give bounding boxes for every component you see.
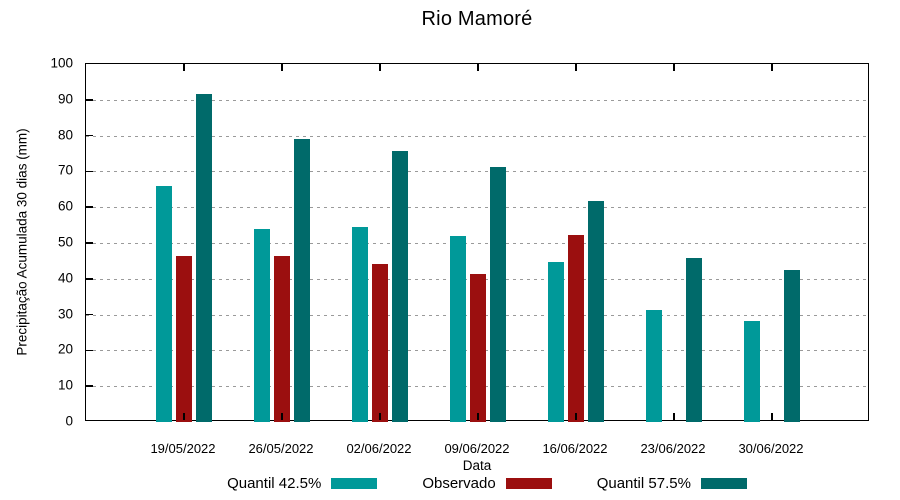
x-tick-label: 02/06/2022 (346, 441, 412, 456)
legend-item-observado: Observado (422, 474, 552, 492)
x-tick-mark-top (183, 64, 185, 71)
bar-quantil-57-5 (588, 201, 604, 422)
x-tick-label: 09/06/2022 (444, 441, 510, 456)
y-tick-label: 20 (57, 341, 73, 357)
plot-inner (86, 64, 868, 422)
y-tick-label: 100 (50, 55, 73, 71)
bar-quantil-42-5 (646, 310, 662, 422)
x-tick-label: 30/06/2022 (738, 441, 804, 456)
bar-quantil-57-5 (294, 139, 310, 422)
gridline (86, 207, 868, 209)
bar-quantil-42-5 (352, 226, 368, 422)
legend-label: Quantil 57.5% (596, 474, 691, 492)
x-tick-mark-top (673, 64, 675, 71)
bar-quantil-42-5 (254, 228, 270, 422)
y-tick-mark (86, 278, 93, 280)
bar-quantil-57-5 (490, 167, 506, 422)
x-tick-mark-bottom (575, 413, 577, 420)
gridline (86, 99, 868, 101)
x-tick-mark-top (477, 64, 479, 71)
x-tick-mark-bottom (771, 413, 773, 420)
gridline (86, 171, 868, 173)
gridline (86, 135, 868, 137)
y-tick-label: 30 (57, 306, 73, 322)
legend-item-quantil-42-5: Quantil 42.5% (227, 474, 378, 492)
x-tick-mark-bottom (379, 413, 381, 420)
bar-quantil-42-5 (156, 185, 172, 422)
legend-swatch-quantil-42-5 (331, 477, 378, 489)
gridline (86, 243, 868, 244)
x-tick-mark-bottom (281, 413, 283, 420)
y-tick-label: 80 (57, 127, 73, 143)
legend: Quantil 42.5% Observado Quantil 57.5% (37, 473, 900, 493)
x-tick-mark-bottom (477, 413, 479, 420)
y-tick-mark (86, 385, 93, 387)
chart-title: Rio Mamoré (421, 8, 533, 30)
bar-observado (372, 264, 388, 422)
x-tick-mark-top (771, 64, 773, 71)
x-tick-label: 23/06/2022 (640, 441, 706, 456)
y-tick-mark (86, 313, 93, 316)
x-tick-label: 16/06/2022 (542, 441, 608, 456)
legend-swatch-observado (505, 477, 552, 489)
bar-observado (470, 274, 486, 422)
y-tick-label: 0 (65, 413, 73, 429)
y-tick-label: 50 (57, 234, 73, 250)
x-tick-mark-bottom (673, 413, 675, 420)
bar-observado (274, 255, 290, 422)
bar-quantil-57-5 (686, 258, 702, 422)
y-tick-mark (86, 170, 93, 173)
x-tick-mark-top (575, 64, 577, 71)
x-tick-label: 19/05/2022 (150, 441, 216, 456)
y-tick-mark (86, 134, 93, 137)
y-tick-mark (86, 242, 93, 244)
plot-area (85, 63, 869, 422)
x-tick-mark-top (281, 64, 283, 71)
y-tick-label: 90 (57, 91, 73, 107)
y-tick-label: 70 (57, 162, 73, 178)
bar-quantil-42-5 (548, 262, 564, 422)
x-tick-mark-top (379, 64, 381, 71)
x-axis-title: Data (462, 458, 492, 473)
bar-quantil-42-5 (450, 235, 466, 422)
y-tick-label: 60 (57, 198, 73, 214)
legend-item-quantil-57-5: Quantil 57.5% (597, 475, 747, 492)
legend-swatch-quantil-57-5 (700, 477, 747, 489)
y-tick-label: 10 (57, 377, 73, 393)
legend-label: Quantil 42.5% (227, 474, 322, 492)
bar-observado (176, 256, 192, 422)
y-tick-mark (86, 206, 93, 208)
y-tick-mark (86, 99, 93, 101)
y-tick-label: 40 (57, 270, 73, 286)
bar-quantil-57-5 (784, 270, 800, 422)
bar-quantil-42-5 (744, 321, 760, 422)
x-tick-label: 26/05/2022 (248, 441, 314, 456)
bar-observado (568, 235, 584, 422)
bar-quantil-57-5 (392, 150, 408, 422)
bar-quantil-57-5 (196, 93, 212, 422)
y-tick-mark (86, 349, 93, 352)
x-tick-mark-bottom (183, 413, 185, 420)
legend-label: Observado (422, 474, 496, 492)
